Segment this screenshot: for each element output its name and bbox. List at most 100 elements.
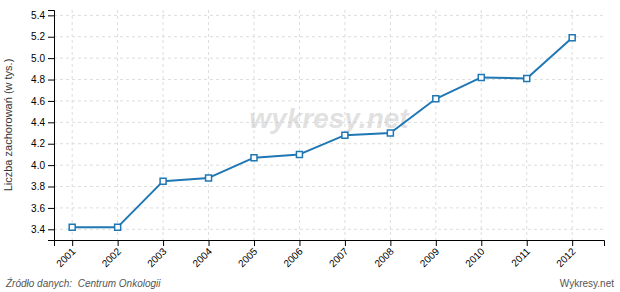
source-text: Źródło danych: Centrum Onkologii	[5, 277, 161, 289]
x-tick-label: 2010	[463, 245, 487, 269]
y-tick: 4.2	[31, 138, 54, 149]
brand-text: Wykresy.net	[560, 278, 614, 289]
grid-line	[54, 165, 604, 166]
x-tick-label: 2001	[54, 245, 78, 269]
x-tick-mark	[481, 240, 482, 246]
y-axis-line	[48, 11, 55, 241]
y-tick-label: 4.6	[31, 96, 45, 107]
x-tick-mark	[299, 240, 300, 246]
y-tick-mark	[48, 122, 54, 123]
line	[72, 38, 572, 227]
grid-line	[208, 10, 209, 240]
y-tick-label: 5.4	[31, 10, 45, 21]
point	[524, 75, 530, 81]
grid-line	[54, 186, 604, 187]
x-tick: 2010	[463, 240, 487, 269]
y-tick-label: 4.0	[31, 160, 45, 171]
y-tick: 3.4	[31, 224, 54, 235]
y-tick: 5.0	[31, 53, 54, 64]
x-tick-label: 2008	[372, 245, 396, 269]
x-tick-mark	[527, 240, 528, 246]
grid-line	[481, 10, 482, 240]
x-tick-mark	[118, 240, 119, 246]
x-tick: 2008	[372, 240, 396, 269]
grid-line	[54, 100, 604, 101]
point	[387, 130, 393, 136]
x-tick-label: 2011	[509, 245, 532, 268]
point	[342, 132, 348, 138]
x-tick: 2002	[100, 240, 124, 269]
x-tick-mark	[436, 240, 437, 246]
y-tick-label: 4.8	[31, 74, 45, 85]
x-tick-mark	[345, 240, 346, 246]
point	[433, 96, 439, 102]
y-tick-mark	[48, 187, 54, 188]
point	[569, 35, 575, 41]
chart: wykresy.net20012002200320042005200620072…	[0, 0, 620, 292]
y-tick-mark	[48, 208, 54, 209]
grid	[54, 10, 604, 240]
grid-line	[117, 10, 118, 240]
plot-area: wykresy.net20012002200320042005200620072…	[2, 10, 605, 269]
y-tick: 4.8	[31, 74, 54, 85]
x-tick: 2003	[145, 240, 169, 269]
x-tick: 2007	[327, 240, 351, 269]
x-tick-label: 2012	[554, 245, 578, 269]
x-tick: 2009	[418, 240, 442, 269]
point	[478, 74, 484, 80]
y-axis: 3.4 3.6 3.8 4.0 4.2 4.4 4.6 4.8 5.0 5.2 5.4	[31, 10, 54, 240]
x-tick-mark	[209, 240, 210, 246]
grid-line	[54, 58, 604, 59]
y-tick: 5.4	[31, 10, 54, 21]
grid-line	[163, 10, 164, 240]
y-tick-label: 5.2	[31, 31, 45, 42]
y-tick-label: 4.4	[31, 117, 45, 128]
x-tick: 2005	[236, 240, 260, 269]
x-tick-label: 2005	[236, 245, 260, 269]
y-tick-label: 4.2	[31, 138, 45, 149]
y-axis-title: Liczba zachorowań (w tys.)	[2, 59, 14, 192]
x-tick-mark	[572, 240, 573, 246]
y-tick: 3.8	[31, 181, 54, 192]
grid-line	[435, 10, 436, 240]
y-tick: 3.6	[31, 203, 54, 214]
x-tick-mark	[390, 240, 391, 246]
grid-line	[54, 229, 604, 230]
x-tick: 2011	[509, 240, 532, 269]
x-tick-label: 2009	[418, 245, 442, 269]
x-tick: 2001	[54, 240, 78, 269]
x-tick-mark	[72, 240, 73, 246]
y-tick: 4.0	[31, 160, 54, 171]
watermark: wykresy.net	[249, 103, 410, 134]
y-tick-mark	[48, 165, 54, 166]
point	[69, 224, 75, 230]
y-tick-label: 3.6	[31, 203, 45, 214]
y-tick-label: 3.4	[31, 224, 45, 235]
grid-line	[54, 36, 604, 37]
x-tick: 2006	[281, 240, 305, 269]
x-tick-label: 2003	[145, 245, 169, 269]
x-tick: 2004	[190, 240, 214, 269]
series	[69, 35, 575, 230]
y-tick-label: 3.8	[31, 181, 45, 192]
x-tick: 2012	[554, 240, 578, 269]
grid-line	[72, 10, 73, 240]
point	[296, 151, 302, 157]
grid-line	[54, 15, 604, 16]
x-tick-label: 2006	[281, 245, 305, 269]
y-tick-mark	[48, 229, 54, 230]
y-tick-mark	[48, 58, 54, 59]
y-tick-mark	[48, 101, 54, 102]
point	[160, 178, 166, 184]
y-tick: 5.2	[31, 31, 54, 42]
point	[206, 175, 212, 181]
x-tick-label: 2004	[190, 245, 214, 269]
point	[115, 224, 121, 230]
x-tick-mark	[163, 240, 164, 246]
point	[251, 155, 257, 161]
x-axis-line	[55, 241, 605, 247]
y-tick-label: 5.0	[31, 53, 45, 64]
y-tick: 4.4	[31, 117, 54, 128]
x-axis: 2001 2002 2003 2004 2005 2006 2007 2008 2009 2010…	[54, 240, 604, 269]
y-tick: 4.6	[31, 96, 54, 107]
